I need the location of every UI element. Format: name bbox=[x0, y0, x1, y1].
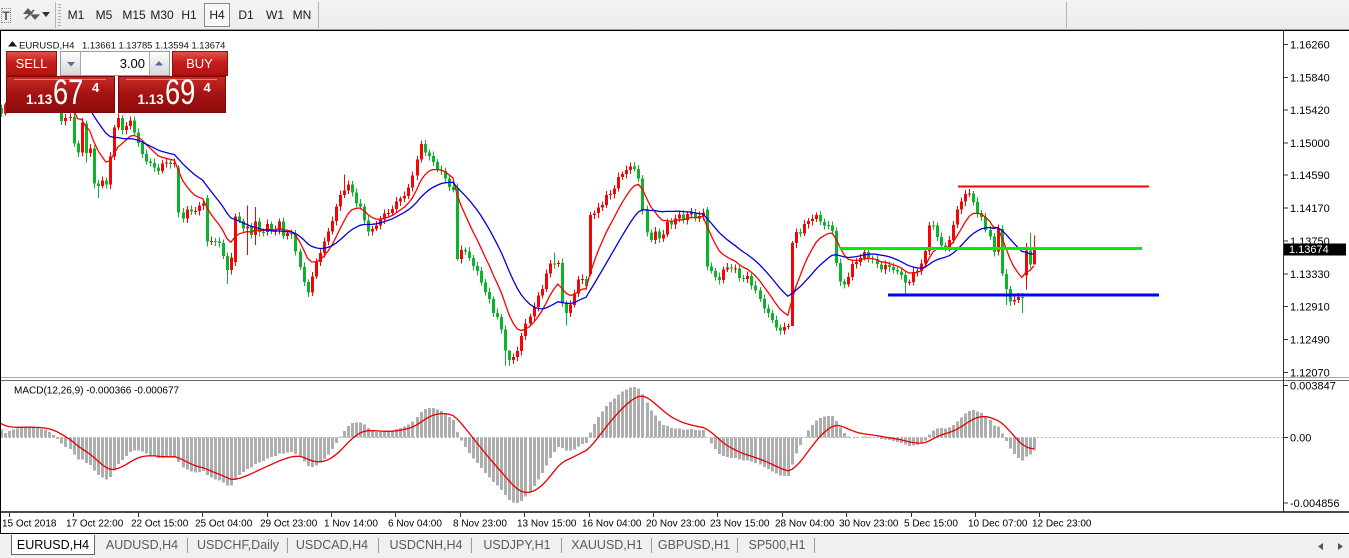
svg-text:8 Nov 23:00: 8 Nov 23:00 bbox=[453, 519, 507, 530]
svg-text:5 Dec 15:00: 5 Dec 15:00 bbox=[904, 519, 958, 530]
svg-text:1.13674: 1.13674 bbox=[1289, 244, 1329, 256]
svg-text:1 Nov 14:00: 1 Nov 14:00 bbox=[324, 519, 378, 530]
svg-text:1.12910: 1.12910 bbox=[1290, 302, 1330, 314]
svg-text:17 Oct 22:00: 17 Oct 22:00 bbox=[66, 519, 124, 530]
svg-text:0.003847: 0.003847 bbox=[1290, 381, 1336, 393]
svg-text:0.00: 0.00 bbox=[1290, 433, 1311, 445]
svg-text:1.15000: 1.15000 bbox=[1290, 138, 1330, 150]
svg-text:28 Nov 04:00: 28 Nov 04:00 bbox=[775, 519, 835, 530]
svg-text:10 Dec 07:00: 10 Dec 07:00 bbox=[968, 519, 1028, 530]
svg-text:30 Nov 23:00: 30 Nov 23:00 bbox=[839, 519, 899, 530]
svg-text:1.13661 1.13785 1.13594 1.1367: 1.13661 1.13785 1.13594 1.13674 bbox=[82, 40, 225, 51]
svg-text:1.16260: 1.16260 bbox=[1290, 39, 1330, 51]
svg-text:1.15840: 1.15840 bbox=[1290, 72, 1330, 84]
svg-text:23 Nov 15:00: 23 Nov 15:00 bbox=[710, 519, 770, 530]
svg-text:-0.004856: -0.004856 bbox=[1290, 498, 1340, 510]
svg-text:1.13330: 1.13330 bbox=[1290, 269, 1330, 281]
svg-text:20 Nov 23:00: 20 Nov 23:00 bbox=[646, 519, 706, 530]
svg-text:22 Oct 15:00: 22 Oct 15:00 bbox=[131, 519, 189, 530]
svg-text:6 Nov 04:00: 6 Nov 04:00 bbox=[388, 519, 442, 530]
svg-text:12 Dec 23:00: 12 Dec 23:00 bbox=[1032, 519, 1092, 530]
svg-text:25 Oct 04:00: 25 Oct 04:00 bbox=[195, 519, 253, 530]
svg-text:16 Nov 04:00: 16 Nov 04:00 bbox=[582, 519, 642, 530]
svg-text:1.12490: 1.12490 bbox=[1290, 335, 1330, 347]
svg-text:29 Oct 23:00: 29 Oct 23:00 bbox=[260, 519, 318, 530]
svg-text:EURUSD,H4: EURUSD,H4 bbox=[19, 41, 75, 52]
svg-text:1.14170: 1.14170 bbox=[1290, 203, 1330, 215]
svg-text:1.14590: 1.14590 bbox=[1290, 170, 1330, 182]
svg-text:MACD(12,26,9) -0.000366 -0.000: MACD(12,26,9) -0.000366 -0.000677 bbox=[14, 386, 180, 397]
svg-text:1.15420: 1.15420 bbox=[1290, 105, 1330, 117]
svg-text:1.12070: 1.12070 bbox=[1290, 367, 1330, 379]
svg-text:15 Oct 2018: 15 Oct 2018 bbox=[2, 519, 57, 530]
svg-text:13 Nov 15:00: 13 Nov 15:00 bbox=[517, 519, 577, 530]
